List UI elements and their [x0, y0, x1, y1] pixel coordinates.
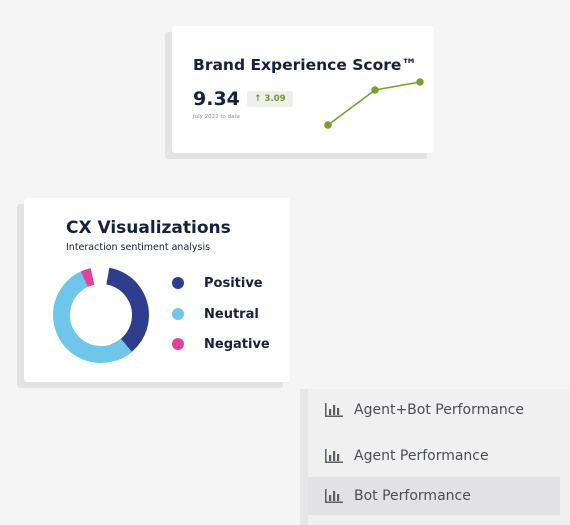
trend-sparkline: [324, 78, 424, 129]
legend-item-positive: Positive: [172, 274, 263, 292]
donut-segment-neutral: [53, 267, 149, 363]
menu-item-label: Agent Performance: [354, 448, 489, 464]
trend-point: [416, 78, 424, 86]
bar-chart-icon: [325, 489, 343, 503]
score-change-badge: ↑ 3.09: [247, 91, 293, 107]
legend-label: Negative: [204, 336, 270, 352]
cx-visualizations-card: CX Visualizations Interaction sentiment …: [24, 198, 290, 382]
cx-card-title: CX Visualizations: [66, 218, 231, 238]
legend-dot-icon: [172, 308, 184, 320]
trend-point: [324, 121, 332, 129]
menu-item-bot-performance[interactable]: Bot Performance: [308, 477, 560, 515]
performance-menu: Agent+Bot Performance Agent Performance …: [308, 389, 570, 525]
legend-label: Neutral: [204, 306, 259, 322]
sentiment-donut-chart: [53, 267, 149, 363]
donut-segment-negative: [53, 267, 149, 363]
menu-item-label: Bot Performance: [354, 488, 471, 504]
cx-card-subtitle: Interaction sentiment analysis: [66, 242, 211, 253]
legend-dot-icon: [172, 277, 184, 289]
trend-point: [371, 86, 379, 94]
menu-item-agent-performance[interactable]: Agent Performance: [308, 437, 560, 475]
arrow-up-icon: ↑: [254, 94, 262, 104]
bar-chart-icon: [325, 403, 343, 417]
legend-label: Positive: [204, 275, 263, 291]
brand-experience-card: Brand Experience Score™ 9.34 ↑ 3.09 July …: [172, 26, 434, 153]
legend-item-negative: Negative: [172, 335, 270, 353]
brand-card-title: Brand Experience Score™: [193, 56, 417, 74]
legend-dot-icon: [172, 338, 184, 350]
menu-item-label: Agent+Bot Performance: [354, 402, 524, 418]
score-change-value: 3.09: [264, 94, 286, 104]
brand-score-value: 9.34: [193, 88, 240, 110]
date-range-label: July 2022 to date: [193, 114, 241, 120]
bar-chart-icon: [325, 449, 343, 463]
legend-item-neutral: Neutral: [172, 305, 259, 323]
menu-item-agent-bot-performance[interactable]: Agent+Bot Performance: [308, 391, 560, 429]
